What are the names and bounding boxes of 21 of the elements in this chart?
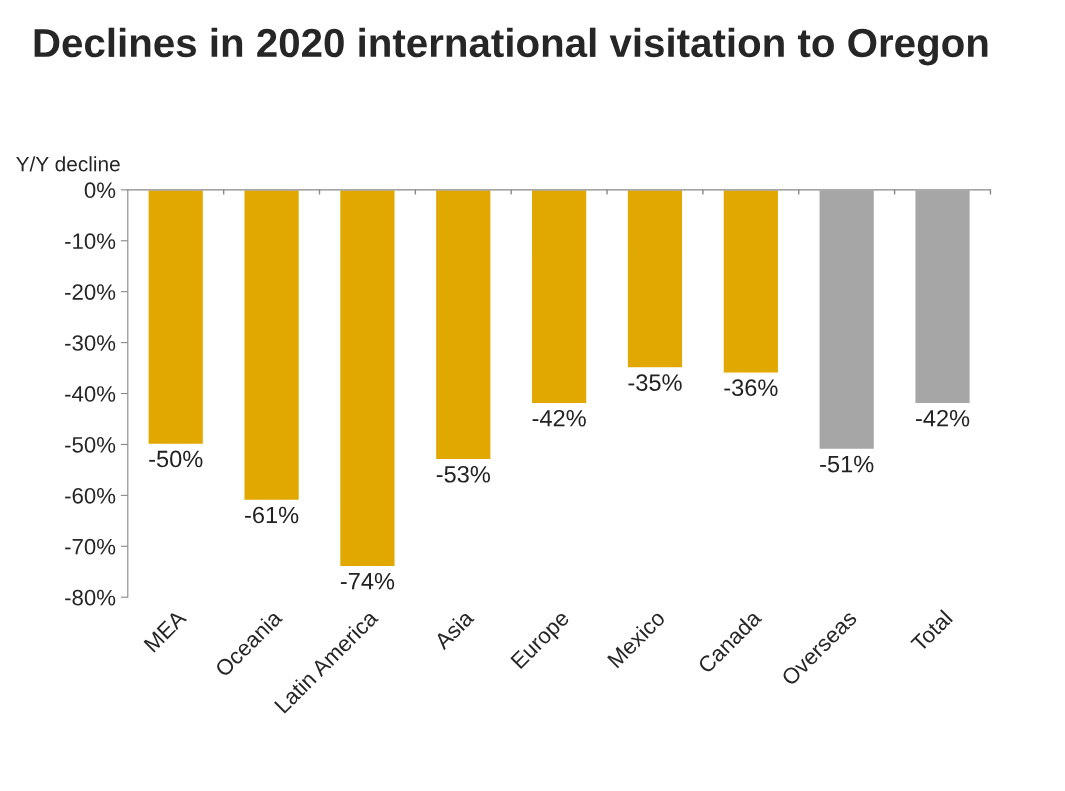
y-tick-label: -70%: [65, 538, 116, 555]
data-label: -61%: [245, 506, 299, 524]
y-tick-label: -50%: [65, 436, 116, 453]
y-tick-label: -40%: [65, 386, 116, 402]
x-tick-label: Asia: [432, 608, 475, 651]
y-tick-label: -80%: [65, 589, 116, 606]
y-tick-label: -60%: [65, 487, 116, 504]
data-label: -50%: [149, 450, 203, 468]
data-label: -35%: [628, 374, 682, 391]
y-tick-label: -20%: [65, 284, 116, 300]
chart-title: Declines in 2020 international visitation to Oregon: [34, 27, 988, 66]
data-label: -36%: [724, 379, 778, 397]
y-tick-label: 0%: [84, 182, 116, 199]
y-axis-title: Y/Y decline: [16, 156, 120, 172]
data-label: -42%: [916, 409, 970, 427]
data-label: -51%: [820, 455, 874, 473]
data-label: -74%: [340, 572, 395, 590]
data-label: -53%: [436, 465, 490, 483]
y-tick-label: -10%: [65, 233, 116, 250]
data-label: -42%: [532, 409, 586, 427]
y-tick-label: -30%: [65, 335, 116, 351]
